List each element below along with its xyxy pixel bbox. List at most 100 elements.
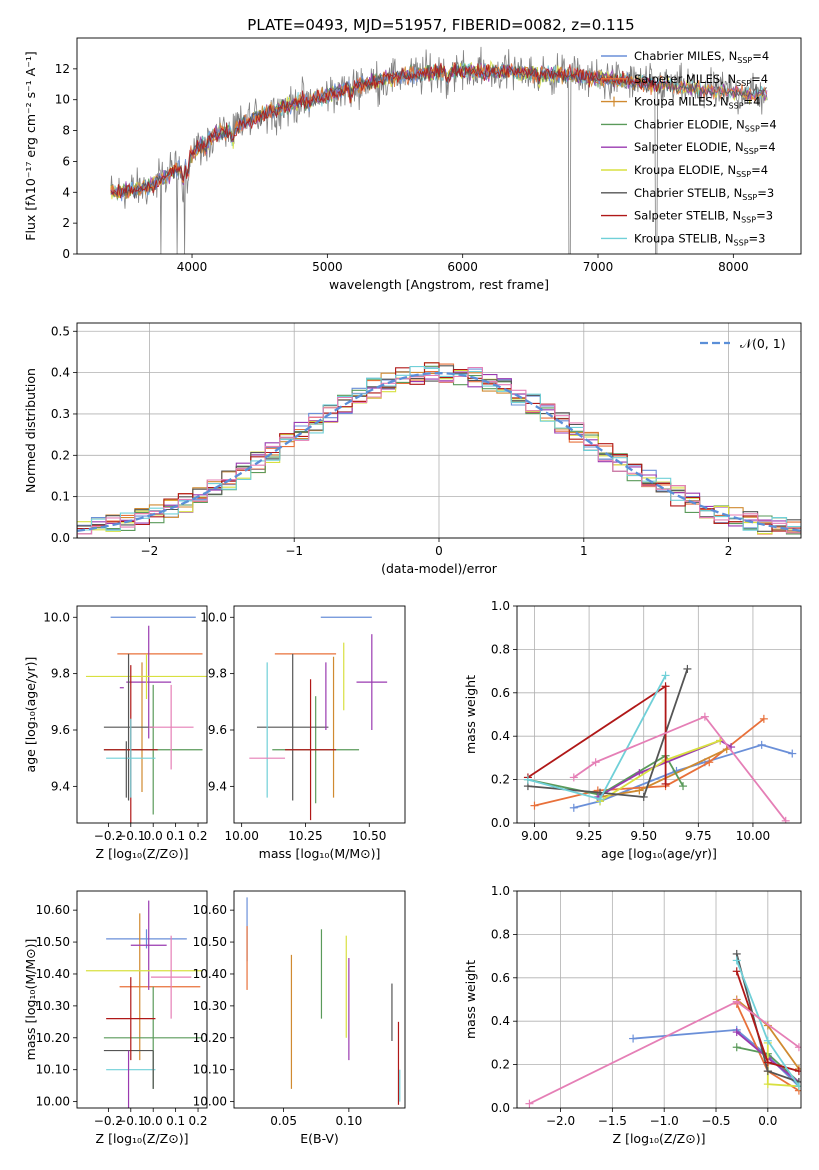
- y-tick-label: 9.6: [51, 723, 70, 737]
- y-tick-label: 0.0: [491, 816, 510, 830]
- legend-label: Salpeter STELIB, NSSP=3: [634, 209, 773, 225]
- model-spectrum-line-2: [110, 64, 660, 200]
- legend-label: Salpeter MILES, NSSP=4: [634, 72, 768, 88]
- mass-weight-marker: [530, 801, 539, 810]
- y-tick-label: 9.8: [208, 667, 227, 681]
- mass-weight-marker: [661, 779, 670, 788]
- data-point: [150, 935, 192, 1019]
- y-tick-label: 10.10: [193, 1063, 227, 1077]
- data-point: [126, 625, 172, 739]
- y-tick-label: 0.8: [491, 642, 510, 656]
- data-point: [106, 977, 156, 1061]
- y-tick-label: 0: [62, 247, 70, 261]
- legend-label: Kroupa ELODIE, NSSP=4: [634, 163, 768, 179]
- x-tick-label: 0.0: [758, 1114, 777, 1128]
- plot-area: [525, 949, 801, 1108]
- data-point: [106, 718, 156, 798]
- mass-weight-marker: [629, 1034, 638, 1043]
- plot-area: [523, 664, 797, 823]
- mass-weight-marker: [591, 758, 600, 767]
- mass-weight-line: [527, 674, 667, 801]
- mass-weight-marker: [732, 967, 741, 976]
- x-axis-label: mass [log₁₀(M/M⊙)]: [259, 846, 381, 861]
- mass-weight-marker: [794, 1082, 801, 1091]
- x-tick-label: 0.1: [166, 1114, 185, 1128]
- model-spectrum-line-3: [110, 62, 660, 202]
- y-axis-label: age [log₁₀(age/yr)]: [23, 657, 38, 773]
- y-axis-label: mass weight: [463, 960, 478, 1039]
- y-tick-label: 0.4: [51, 366, 70, 380]
- x-tick-label: 9.75: [685, 829, 712, 843]
- legend-item: Salpeter MILES, NSSP=4: [601, 72, 768, 88]
- mass-weight-marker: [794, 1067, 801, 1076]
- x-tick-label: 0.2: [188, 829, 207, 843]
- x-tick-label: 7000: [583, 260, 614, 274]
- residual-histogram-7: [77, 362, 801, 538]
- legend-item: Kroupa ELODIE, NSSP=4: [601, 163, 768, 179]
- x-tick-label: −0.2: [94, 1114, 123, 1128]
- y-tick-label: 10.00: [193, 1095, 227, 1109]
- y-tick-label: 0.4: [491, 729, 510, 743]
- x-axis-label: wavelength [Angstrom, rest frame]: [329, 277, 549, 292]
- x-tick-label: −0.1: [116, 1114, 145, 1128]
- plot-area: [249, 616, 388, 821]
- x-tick-label: 1: [580, 544, 588, 558]
- legend-label: Kroupa MILES, NSSP=4: [634, 95, 760, 111]
- axes-frame: [76, 322, 802, 539]
- normal-distribution-curve: [77, 371, 801, 532]
- legend-item: Chabrier ELODIE, NSSP=4: [601, 117, 777, 133]
- y-tick-label: 9.4: [208, 779, 227, 793]
- y-tick-label: 0.8: [491, 927, 510, 941]
- x-tick-label: 0.0: [144, 829, 163, 843]
- x-tick-label: 9.00: [521, 829, 548, 843]
- x-tick-label: −2.0: [546, 1114, 575, 1128]
- mass-weight-marker: [781, 816, 790, 823]
- y-tick-label: 10.60: [193, 903, 227, 917]
- plot-area: [85, 900, 203, 1108]
- y-tick-label: 0.1: [51, 490, 70, 504]
- mass-weight-marker: [661, 682, 670, 691]
- mass-weight-marker: [732, 1028, 741, 1037]
- grid: [517, 890, 801, 1109]
- mass-weight-marker: [569, 773, 578, 782]
- mass-weight-marker: [596, 795, 605, 804]
- legend-item: Salpeter ELODIE, NSSP=4: [601, 140, 776, 156]
- mass-weight-marker: [700, 712, 709, 721]
- y-tick-label: 9.4: [51, 779, 70, 793]
- y-tick-label: 6: [62, 154, 70, 168]
- mass-weight-marker: [639, 792, 648, 801]
- mass-weight-marker: [732, 1043, 741, 1052]
- mass-weight-line: [534, 718, 765, 807]
- legend-label: 𝒩(0, 1): [740, 336, 786, 351]
- residual-histogram-9: [77, 366, 801, 538]
- y-tick-label: 0.2: [491, 773, 510, 787]
- x-tick-label: 10.00: [224, 829, 258, 843]
- x-tick-label: 2: [725, 544, 733, 558]
- mass-weight-line: [527, 684, 667, 784]
- y-tick-label: 0.6: [491, 971, 510, 985]
- x-axis-label: Z [log₁₀(Z/Z⊙)]: [613, 1131, 706, 1146]
- mass-weight-vs-metallicity-panel: −2.0 −1.5 −1.0 −0.5 0.0 0.0 0.2 0.4 0.6 0.8 1.0 Z […: [463, 884, 802, 1146]
- mass-weight-marker: [759, 714, 768, 723]
- x-axis-label: E(B-V): [300, 1131, 339, 1146]
- mass-weight-marker: [763, 1036, 772, 1045]
- x-tick-label: 0.10: [336, 1114, 363, 1128]
- y-tick-label: 0.2: [51, 448, 70, 462]
- mass-weight-marker: [523, 775, 532, 784]
- legend-item: Salpeter STELIB, NSSP=3: [601, 209, 773, 225]
- y-tick-label: 10.40: [193, 967, 227, 981]
- x-tick-label: 0: [435, 544, 443, 558]
- y-tick-label: 9.6: [208, 723, 227, 737]
- y-axis-label: mass weight: [463, 675, 478, 754]
- mass-weight-marker: [525, 1099, 534, 1108]
- legend-label: Chabrier ELODIE, NSSP=4: [634, 117, 777, 133]
- legend-label: Salpeter ELODIE, NSSP=4: [634, 140, 776, 156]
- y-tick-label: 10.10: [36, 1063, 70, 1077]
- mass-weight-marker: [763, 1080, 772, 1089]
- x-axis-label: age [log₁₀(age/yr)]: [601, 846, 717, 861]
- mass-weight-marker: [732, 997, 741, 1006]
- x-tick-label: −0.1: [116, 829, 145, 843]
- plot-area: [77, 362, 801, 538]
- mass-weight-marker: [763, 1067, 772, 1076]
